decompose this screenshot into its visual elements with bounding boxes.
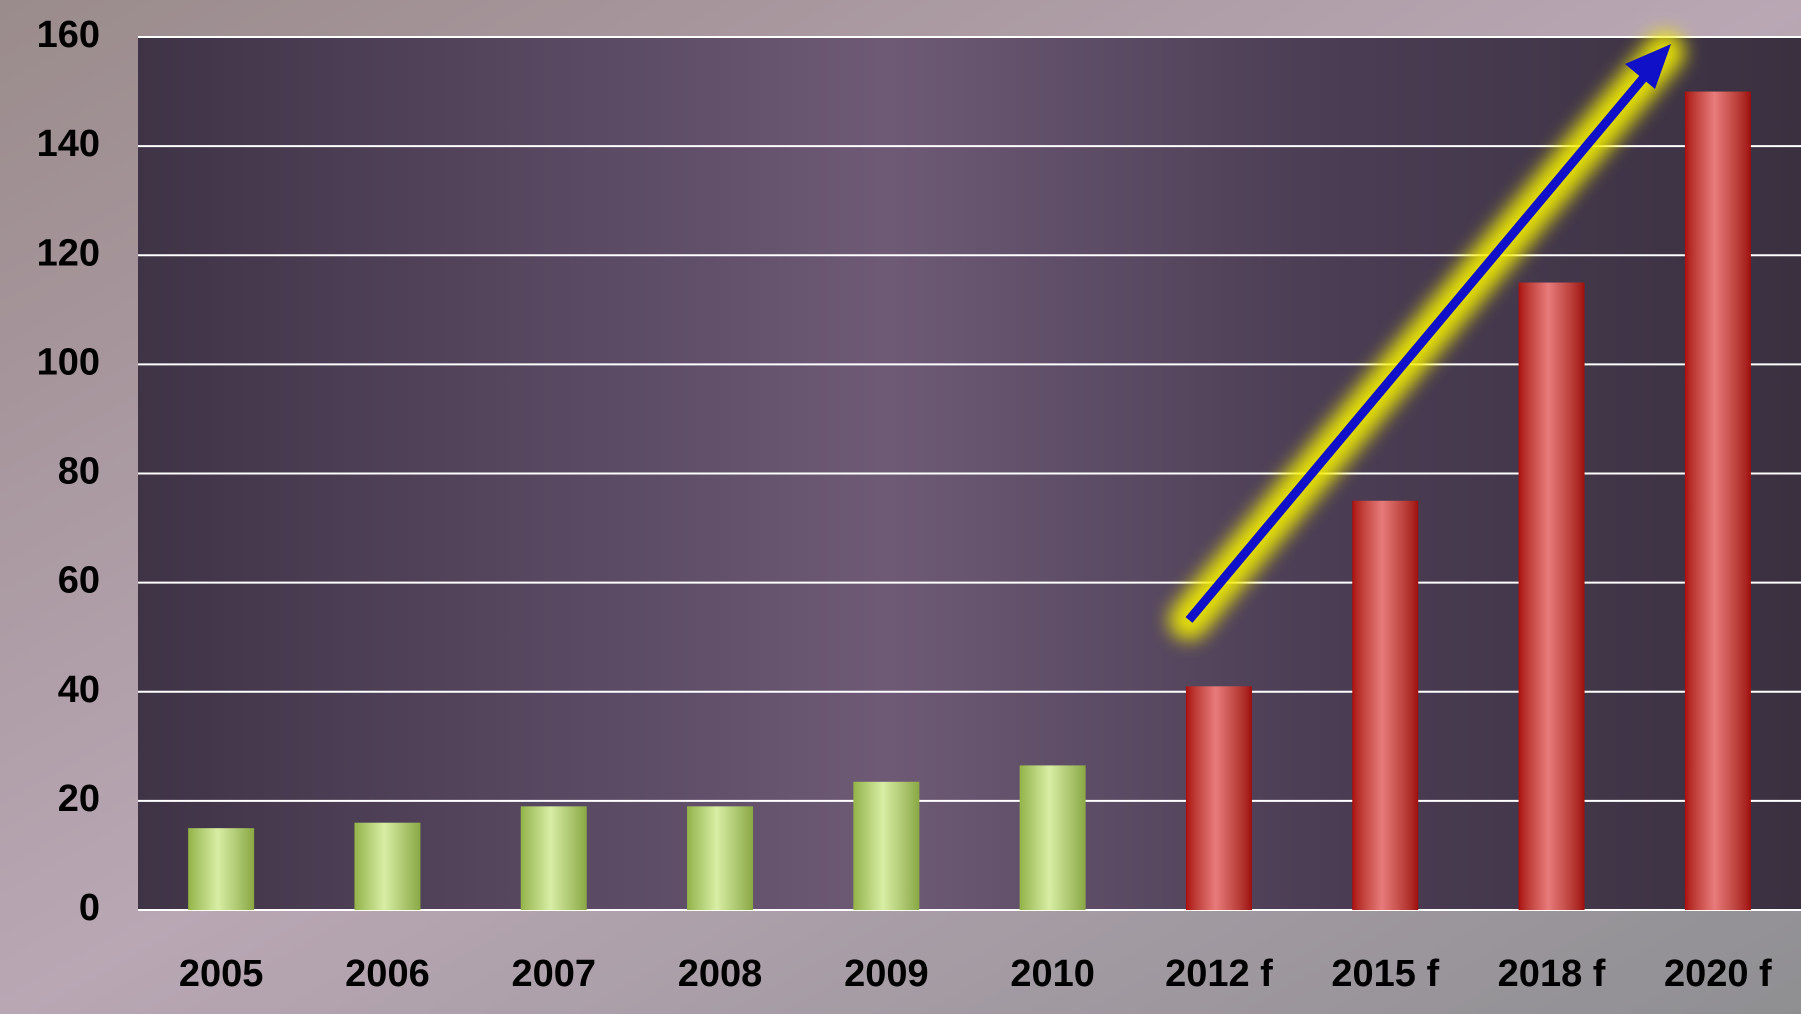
x-tick-label: 2005 xyxy=(179,953,264,995)
bar xyxy=(1684,91,1751,910)
x-tick-label: 2012 f xyxy=(1165,953,1273,995)
bar xyxy=(1352,500,1419,910)
x-tick-label: 2015 f xyxy=(1331,953,1439,995)
bar xyxy=(1518,282,1585,910)
trend-arrow xyxy=(1169,32,1685,640)
x-tick-label: 2009 xyxy=(844,953,929,995)
y-tick-label: 120 xyxy=(37,232,100,274)
y-tick-label: 40 xyxy=(58,669,100,711)
y-tick-label: 60 xyxy=(58,560,100,602)
y-tick-label: 80 xyxy=(58,451,100,493)
y-tick-label: 20 xyxy=(58,778,100,820)
bar xyxy=(520,806,587,910)
bar xyxy=(188,828,255,910)
plot-area: 0 20 40 60 80 100 120 140 160 2005 2006 2007 2008 200… xyxy=(37,14,1801,995)
bar xyxy=(1019,765,1086,910)
x-tick-label: 2007 xyxy=(511,953,596,995)
x-tick-label: 2008 xyxy=(678,953,763,995)
bar xyxy=(1185,686,1252,910)
x-tick-label: 2018 f xyxy=(1498,953,1606,995)
x-tick-label: 2020 f xyxy=(1664,953,1772,995)
y-tick-label: 0 xyxy=(79,887,100,929)
bar xyxy=(687,806,754,910)
y-tick-label: 100 xyxy=(37,341,100,383)
bar xyxy=(354,822,421,910)
x-tick-label: 2010 xyxy=(1010,953,1095,995)
y-tick-label: 160 xyxy=(37,14,100,56)
bar xyxy=(853,781,920,910)
y-tick-label: 140 xyxy=(37,123,100,165)
x-tick-label: 2006 xyxy=(345,953,430,995)
